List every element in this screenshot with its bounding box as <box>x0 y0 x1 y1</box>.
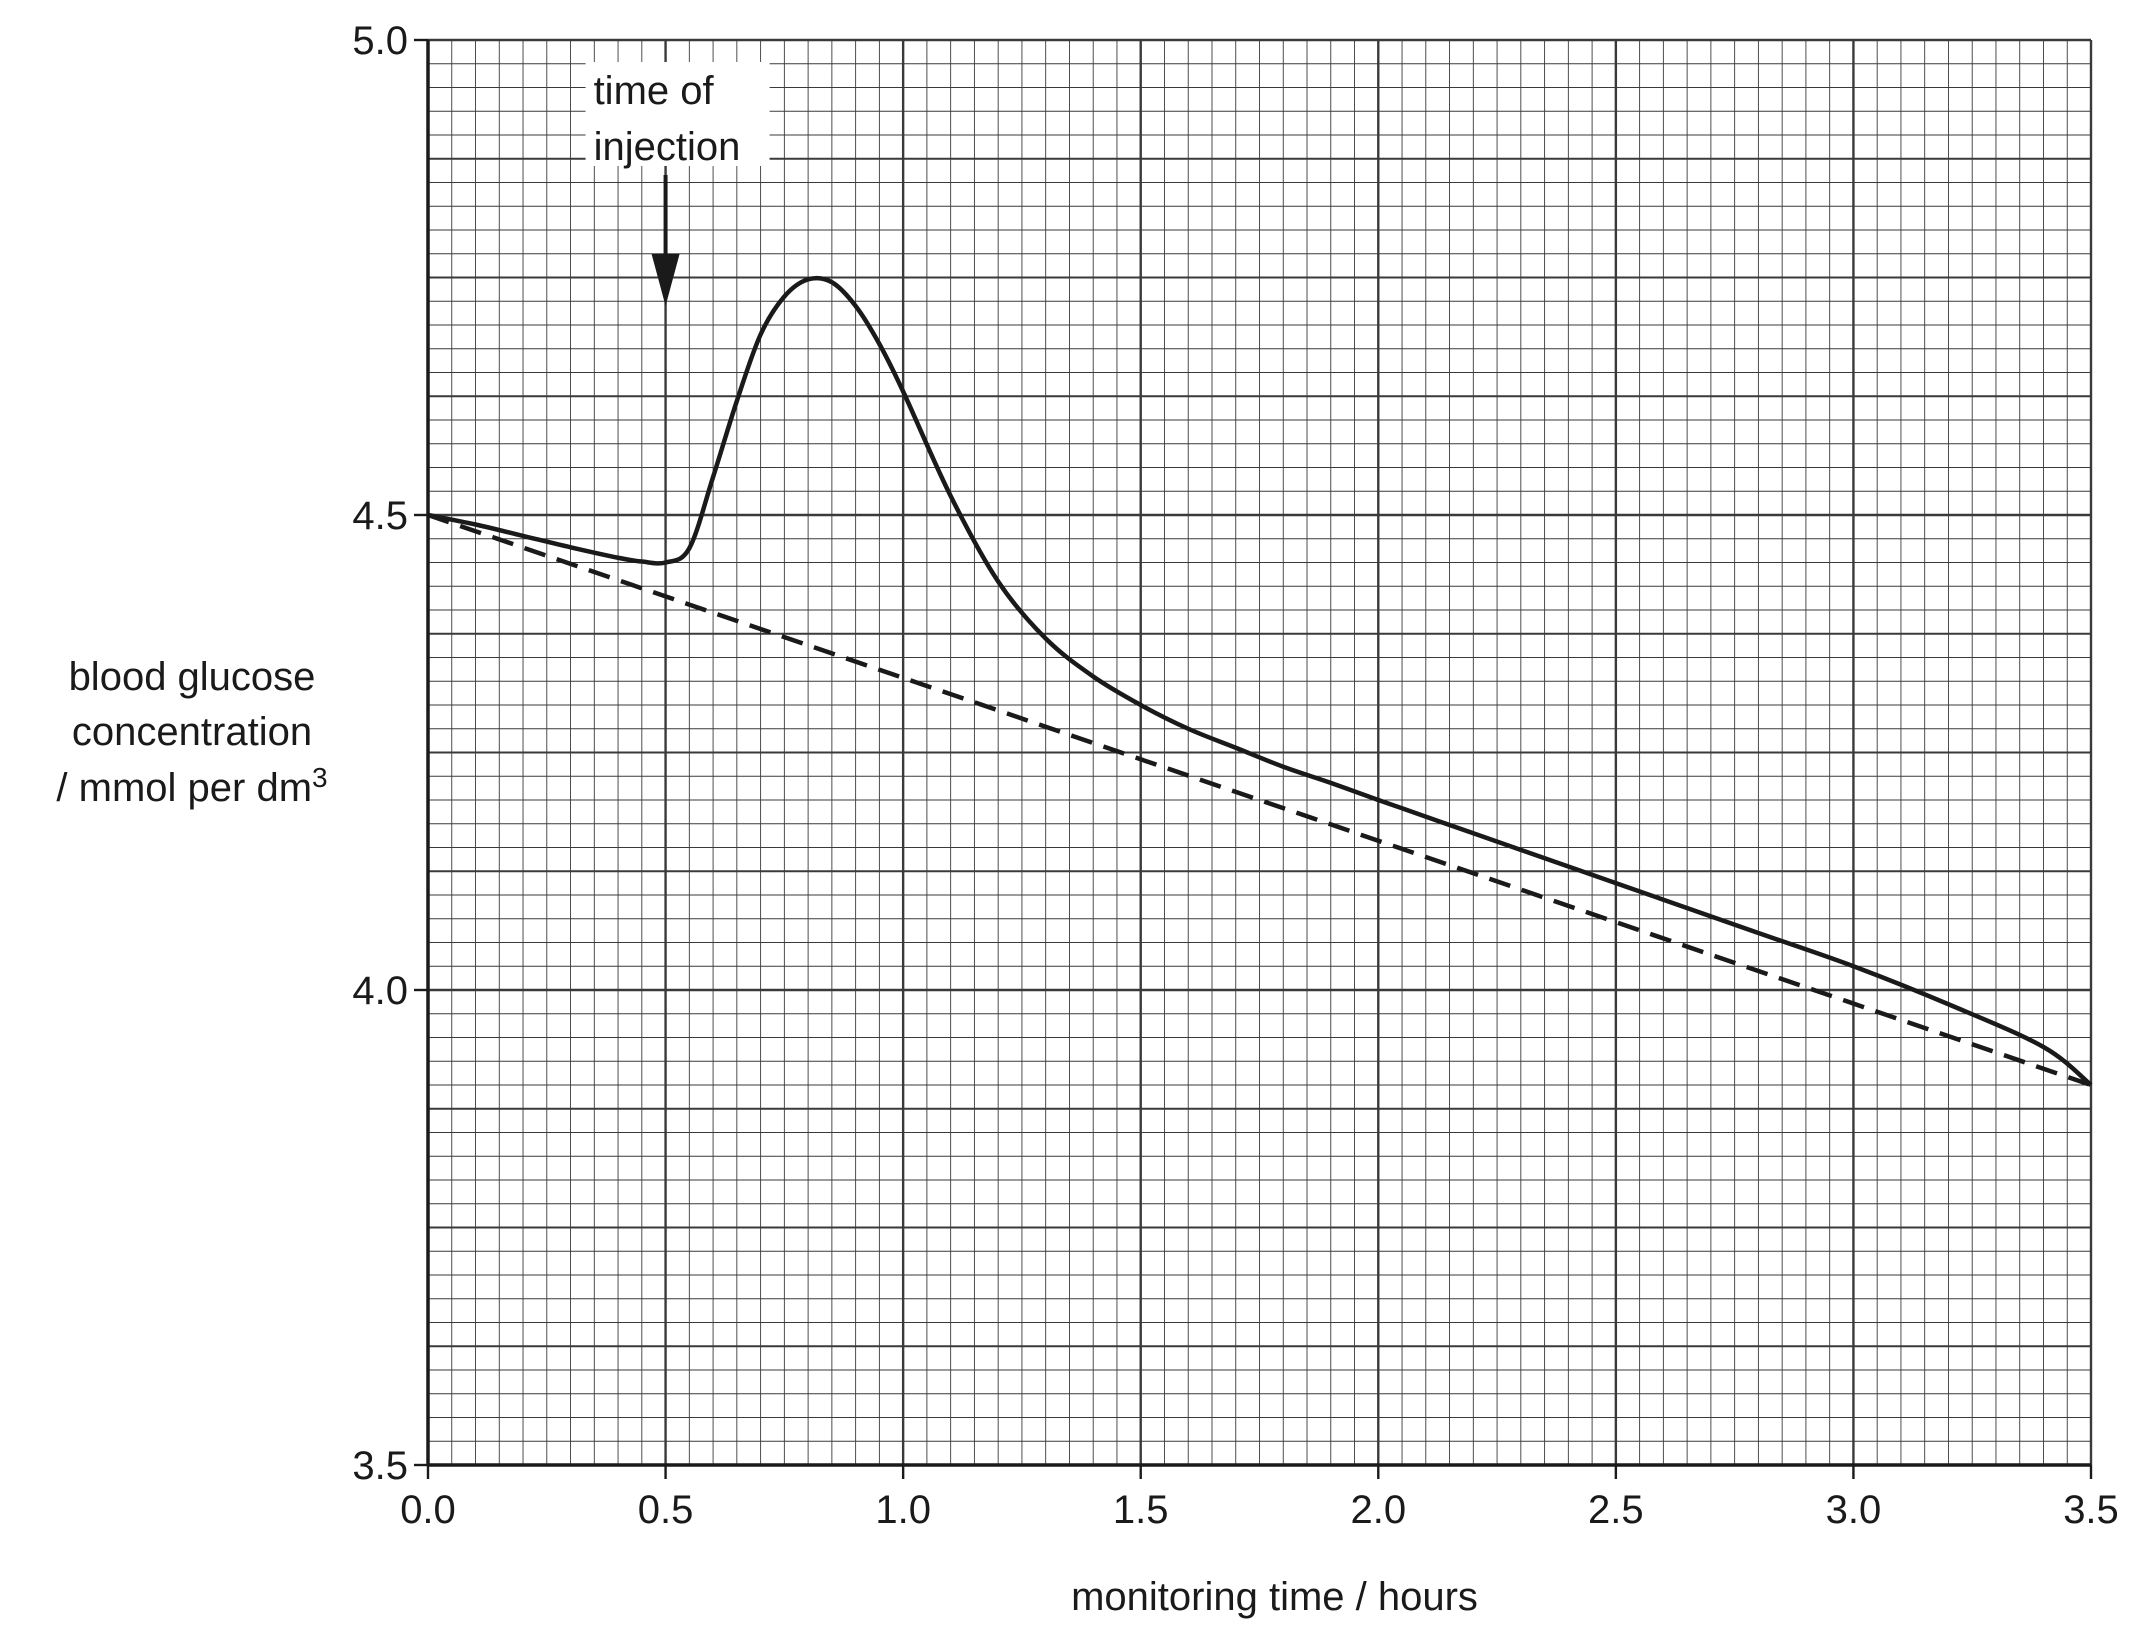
y-axis-title: blood glucose concentration / mmol per d… <box>56 655 327 810</box>
x-tick-label: 1.5 <box>1113 1488 1169 1532</box>
annotation-background <box>585 62 770 166</box>
x-tick-label: 1.0 <box>875 1488 931 1532</box>
y-tick-label: 3.5 <box>352 1444 408 1488</box>
x-tick-label: 0.0 <box>400 1488 456 1532</box>
y-tick-label: 5.0 <box>352 19 408 63</box>
y-axis-title-unit-superscript: 3 <box>312 762 328 793</box>
y-axis-title-line2: concentration <box>72 710 312 754</box>
x-tick-label: 0.5 <box>638 1488 694 1532</box>
y-tick-label: 4.0 <box>352 969 408 1013</box>
axes-layer <box>426 40 2091 1467</box>
y-axis-title-line3: / mmol per dm3 <box>56 762 327 810</box>
y-axis-title-unit: / mmol per dm <box>56 766 312 810</box>
x-axis-ticks: 0.0 0.5 1.0 1.5 2.0 2.5 3.0 3.5 <box>400 1465 2119 1532</box>
injection-annotation: time of injection <box>585 62 770 306</box>
y-axis-ticks: 3.5 4.0 4.5 5.0 <box>352 19 428 1488</box>
x-tick-label: 3.0 <box>1826 1488 1882 1532</box>
x-axis-title: monitoring time / hours <box>1071 1575 1478 1619</box>
x-tick-label: 3.5 <box>2063 1488 2119 1532</box>
x-tick-label: 2.0 <box>1350 1488 1406 1532</box>
y-tick-label: 4.5 <box>352 494 408 538</box>
series-line-dashed <box>427 512 2092 1088</box>
series-line-solid <box>427 275 2093 1087</box>
annotation-text-line1: time of <box>594 69 715 113</box>
y-axis-title-line1: blood glucose <box>69 655 316 699</box>
x-tick-label: 2.5 <box>1588 1488 1644 1532</box>
annotation-arrow-head <box>651 254 680 306</box>
series-layer <box>427 275 2093 1088</box>
annotation-text-line2: injection <box>594 125 741 169</box>
